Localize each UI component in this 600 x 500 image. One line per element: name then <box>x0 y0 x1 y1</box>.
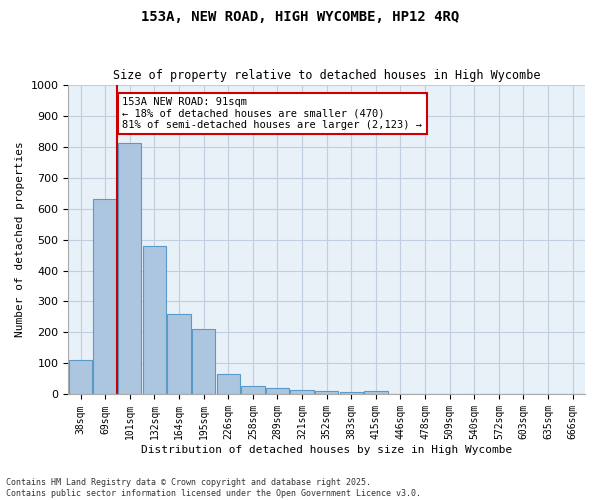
Bar <box>143 246 166 394</box>
Bar <box>266 388 289 394</box>
Y-axis label: Number of detached properties: Number of detached properties <box>15 142 25 338</box>
Bar <box>118 144 142 394</box>
X-axis label: Distribution of detached houses by size in High Wycombe: Distribution of detached houses by size … <box>141 445 512 455</box>
Bar <box>94 199 117 394</box>
Bar <box>340 392 363 394</box>
Text: 153A NEW ROAD: 91sqm
← 18% of detached houses are smaller (470)
81% of semi-deta: 153A NEW ROAD: 91sqm ← 18% of detached h… <box>122 97 422 130</box>
Bar <box>167 314 191 394</box>
Bar <box>290 390 314 394</box>
Bar <box>217 374 240 394</box>
Bar <box>364 392 388 394</box>
Title: Size of property relative to detached houses in High Wycombe: Size of property relative to detached ho… <box>113 69 541 82</box>
Text: 153A, NEW ROAD, HIGH WYCOMBE, HP12 4RQ: 153A, NEW ROAD, HIGH WYCOMBE, HP12 4RQ <box>141 10 459 24</box>
Bar <box>192 330 215 394</box>
Text: Contains HM Land Registry data © Crown copyright and database right 2025.
Contai: Contains HM Land Registry data © Crown c… <box>6 478 421 498</box>
Bar <box>69 360 92 394</box>
Bar <box>315 392 338 394</box>
Bar <box>241 386 265 394</box>
